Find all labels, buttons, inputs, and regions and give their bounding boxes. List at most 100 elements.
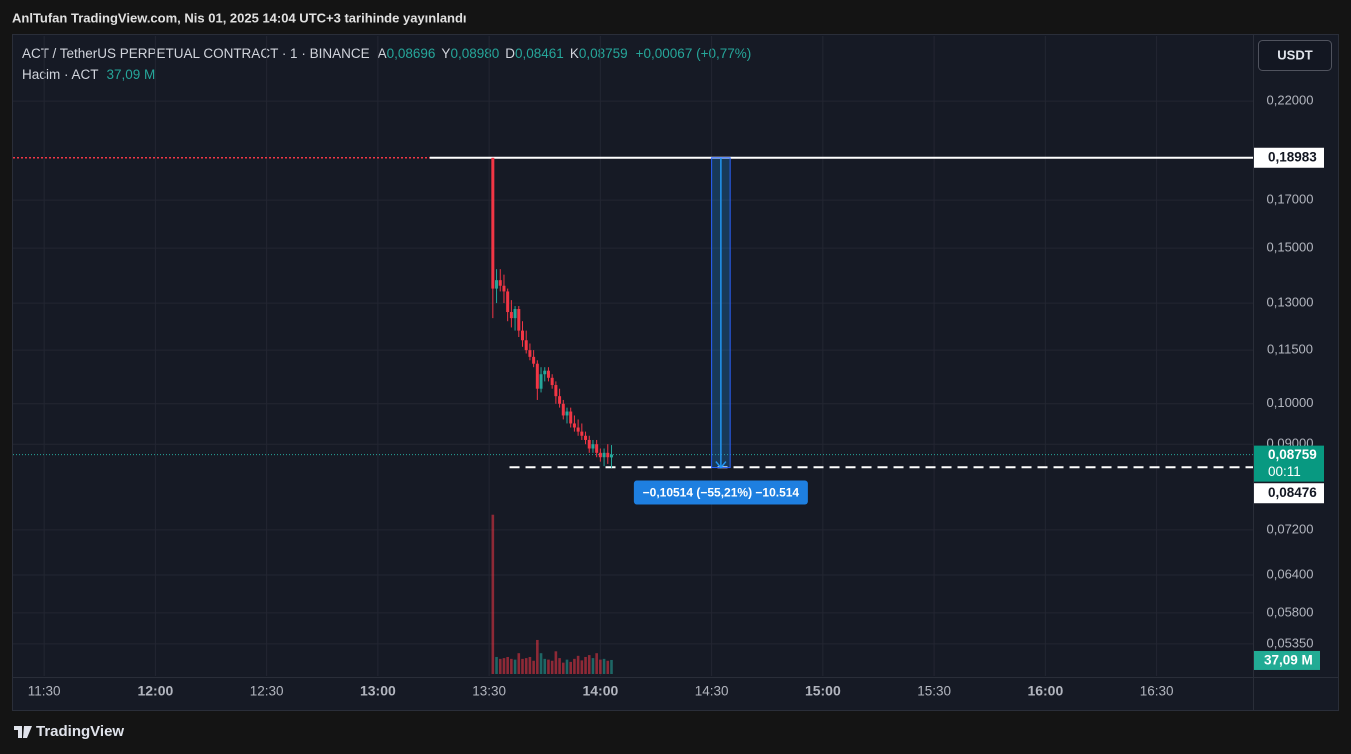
volume-bar	[502, 658, 506, 674]
candle-body	[520, 330, 524, 341]
volume-bar	[532, 660, 535, 674]
candle-body	[502, 285, 506, 292]
level-price-label: 0,08476	[1268, 485, 1317, 500]
volume-price-label: 37,09 M	[1264, 653, 1313, 668]
candle-body	[561, 403, 565, 416]
candle-body	[495, 280, 499, 289]
ray-price-label-box	[1254, 147, 1324, 168]
currency-button[interactable]	[1258, 40, 1332, 71]
candle-body	[524, 340, 528, 351]
volume-bar	[569, 661, 573, 674]
candle-body	[587, 439, 591, 449]
candle-body	[517, 309, 521, 331]
candle-body	[598, 452, 602, 458]
y-tick-label: 0,07200	[1267, 521, 1314, 536]
volume-bar	[491, 514, 495, 674]
volume-bar	[536, 639, 539, 674]
volume-bar	[602, 658, 606, 674]
volume-bar	[599, 659, 602, 674]
candle-body	[498, 280, 502, 286]
volume-bar	[506, 656, 509, 674]
candle-body	[572, 423, 576, 428]
volume-bar	[543, 658, 547, 674]
volume-label-box	[1254, 650, 1320, 670]
y-tick-label: 0,05800	[1267, 604, 1314, 619]
volume-bar	[517, 653, 521, 674]
y-tick-label: 0,22000	[1267, 93, 1314, 108]
candle-body	[543, 370, 547, 375]
candle-body	[528, 350, 532, 357]
brand: TradingView	[36, 723, 124, 740]
last-price-label-box	[1254, 445, 1324, 482]
volume-bar	[495, 656, 498, 674]
x-tick-label: 11:30	[28, 684, 61, 699]
volume-bar	[561, 662, 565, 674]
volume-bar	[528, 656, 532, 674]
symbol-header: ACT / TetherUS PERPETUAL CONTRACT · 1 · …	[22, 46, 751, 61]
brand-logo	[14, 726, 32, 738]
candle-body	[595, 444, 599, 453]
candle-body	[539, 374, 543, 389]
volume-bar	[565, 659, 569, 674]
volume-bar	[539, 653, 543, 674]
candle-body	[606, 452, 610, 458]
volume-bar	[550, 660, 554, 674]
candle-body	[591, 444, 595, 449]
ohlc-key: Y	[441, 46, 450, 61]
volume-header: Hacim · ACT 37,09 M	[22, 67, 155, 82]
candle-body	[491, 157, 495, 289]
volume-bar	[524, 658, 528, 674]
x-tick-label: 14:00	[582, 683, 618, 699]
x-tick-label: 16:30	[1140, 684, 1174, 699]
volume-title: Hacim · ACT	[22, 67, 99, 82]
volume-bar	[554, 651, 558, 674]
y-tick-label: 0,06400	[1267, 566, 1314, 581]
y-tick-label: 0,15000	[1267, 240, 1314, 255]
y-tick-label: 0,05350	[1267, 635, 1314, 650]
ohlc-value: 0,08759	[579, 46, 628, 61]
measure-label: −0,10514 (−55,21%) −10.514	[643, 486, 800, 500]
candle-body	[506, 291, 510, 313]
published-note: AnlTufan TradingView.com, Nis 01, 2025 1…	[12, 10, 467, 25]
ohlc-key: K	[570, 46, 579, 61]
candle-body	[580, 431, 584, 436]
last-price-label-countdown: 00:11	[1268, 464, 1301, 479]
measure-arrow-head	[715, 461, 727, 469]
candle-body	[584, 435, 588, 440]
volume-bar	[498, 658, 502, 674]
volume-bar	[547, 659, 550, 674]
volume-bar	[576, 655, 580, 674]
candle-body	[565, 411, 569, 416]
y-tick-label: 0,17000	[1267, 192, 1314, 207]
volume-bar	[510, 658, 513, 674]
level-price-label-box	[1254, 483, 1324, 504]
candle-body	[509, 312, 513, 319]
x-tick-label: 15:30	[917, 684, 951, 699]
volume-bar	[610, 659, 613, 674]
y-tick-label: 0,11500	[1267, 342, 1313, 357]
chart-panel	[12, 34, 1339, 711]
ohlc-value: 0,08461	[515, 46, 564, 61]
candle-body	[513, 309, 517, 319]
change-text: +0,00067 (+0,77%)	[636, 46, 752, 61]
candle-body	[550, 377, 554, 386]
y-tick-label: 0,10000	[1267, 395, 1314, 410]
ohlc-value: 0,08980	[450, 46, 499, 61]
volume-bar	[521, 658, 524, 674]
candle-body	[576, 427, 580, 432]
candle-body	[535, 363, 539, 389]
x-tick-label: 15:00	[805, 683, 841, 699]
candle-body	[554, 385, 558, 397]
currency-label[interactable]: USDT	[1277, 47, 1312, 62]
volume-bar	[513, 659, 517, 674]
volume-bar	[606, 660, 610, 674]
symbol-title: ACT / TetherUS PERPETUAL CONTRACT · 1 · …	[22, 46, 370, 61]
x-tick-label: 16:00	[1027, 683, 1063, 699]
ray-price-label: 0,18983	[1268, 149, 1317, 164]
volume-bar	[584, 656, 587, 674]
x-tick-label: 12:30	[250, 684, 284, 699]
x-tick-label: 13:00	[360, 683, 396, 699]
candle-body	[558, 396, 562, 404]
